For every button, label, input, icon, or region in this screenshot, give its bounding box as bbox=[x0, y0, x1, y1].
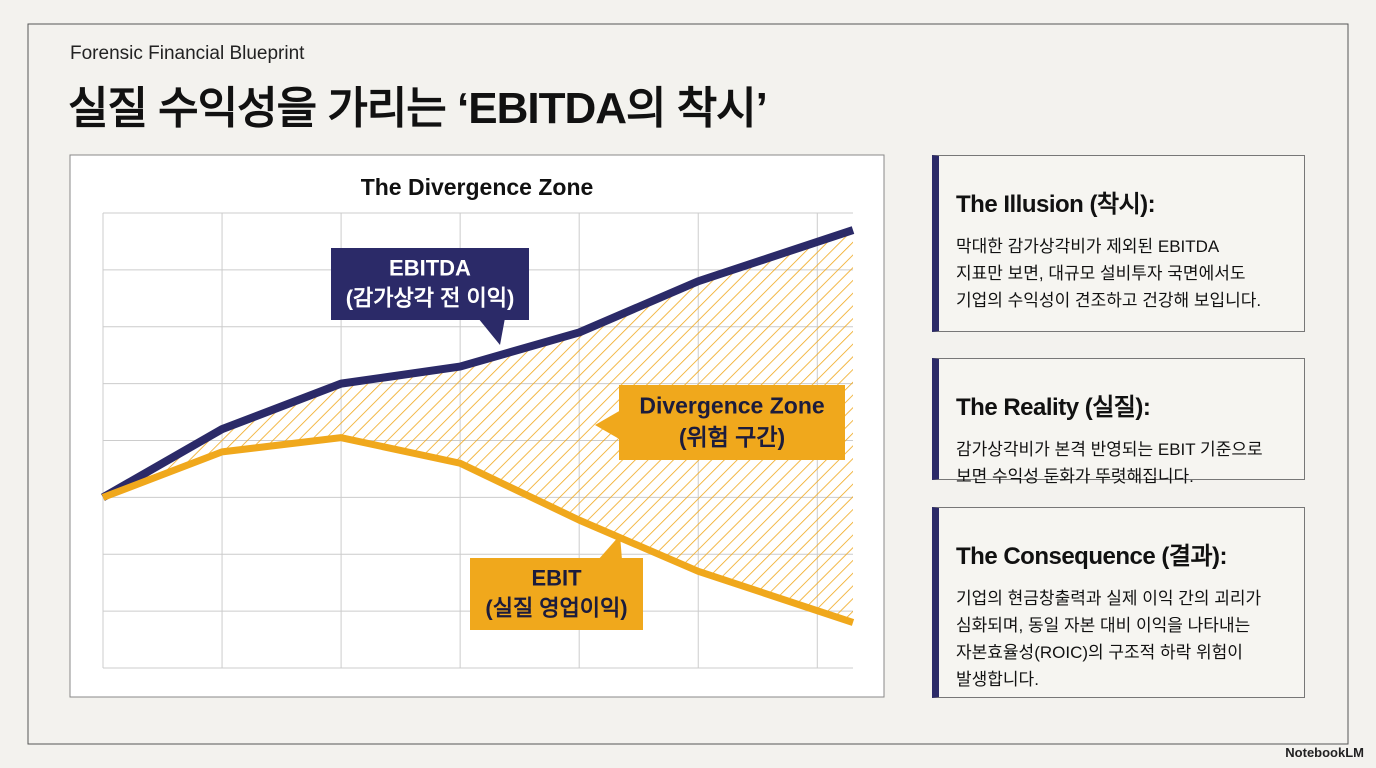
callout-note: (위험 구간) bbox=[679, 424, 785, 450]
panel-text: 심화되며, 동일 자본 대비 이익을 나타내는 bbox=[956, 616, 1251, 635]
callout-title: Divergence Zone bbox=[639, 393, 824, 419]
panel-text: 발생합니다. bbox=[956, 670, 1039, 689]
panel-heading: The Reality (실질): bbox=[956, 394, 1151, 421]
info-panel: The Consequence (결과): 기업의 현금창출력과 실제 이익 간의… bbox=[932, 507, 1305, 698]
brand: NotebookLM bbox=[1285, 745, 1364, 760]
panel-text: 기업의 수익성이 견조하고 건강해 보입니다. bbox=[956, 291, 1262, 310]
panel-text: 감가상각비가 본격 반영되는 EBIT 기준으로 bbox=[956, 440, 1263, 459]
kicker: Forensic Financial Blueprint bbox=[70, 43, 305, 64]
frame bbox=[27, 23, 1349, 745]
chart-title: The Divergence Zone bbox=[361, 174, 594, 200]
panel-text: 지표만 보면, 대규모 설비투자 국면에서도 bbox=[956, 264, 1246, 283]
panel-heading: The Consequence (결과): bbox=[956, 543, 1228, 570]
callout-box bbox=[331, 248, 529, 320]
callout-title: EBIT bbox=[531, 565, 582, 590]
info-panel: The Illusion (착시): 막대한 감가상각비가 제외된 EBITDA 지… bbox=[932, 155, 1305, 332]
panel-text: 보면 수익성 둔화가 뚜렷해집니다. bbox=[956, 467, 1194, 486]
callout-tail bbox=[595, 410, 621, 440]
callout-note: (실질 영업이익) bbox=[485, 596, 627, 621]
callout-note: (감가상각 전 이익) bbox=[346, 286, 515, 311]
title: 실질 수익성을 가리는 ‘EBITDA의 착시’ bbox=[68, 84, 768, 133]
series-line bbox=[101, 226, 855, 501]
panel-text: 자본효율성(ROIC)의 구조적 하락 위험이 bbox=[956, 643, 1243, 662]
callout-title: EBITDA bbox=[389, 255, 471, 280]
callout-box bbox=[470, 558, 643, 630]
divergence-area bbox=[103, 230, 853, 623]
series-line bbox=[101, 434, 855, 626]
plot bbox=[101, 212, 855, 669]
panel-text: 막대한 감가상각비가 제외된 EBITDA bbox=[956, 237, 1220, 256]
panel-text: 기업의 현금창출력과 실제 이익 간의 괴리가 bbox=[956, 589, 1262, 608]
callout-box bbox=[619, 385, 845, 460]
callout-tail bbox=[598, 535, 622, 560]
callouts: EBITDA (감가상각 전 이익) Divergence Zone (위험 구간) E… bbox=[331, 248, 845, 630]
info-panel: The Reality (실질): 감가상각비가 본격 반영되는 EBIT 기준으… bbox=[932, 358, 1305, 486]
panel-heading: The Illusion (착시): bbox=[956, 191, 1156, 218]
callout-tail bbox=[478, 318, 505, 345]
